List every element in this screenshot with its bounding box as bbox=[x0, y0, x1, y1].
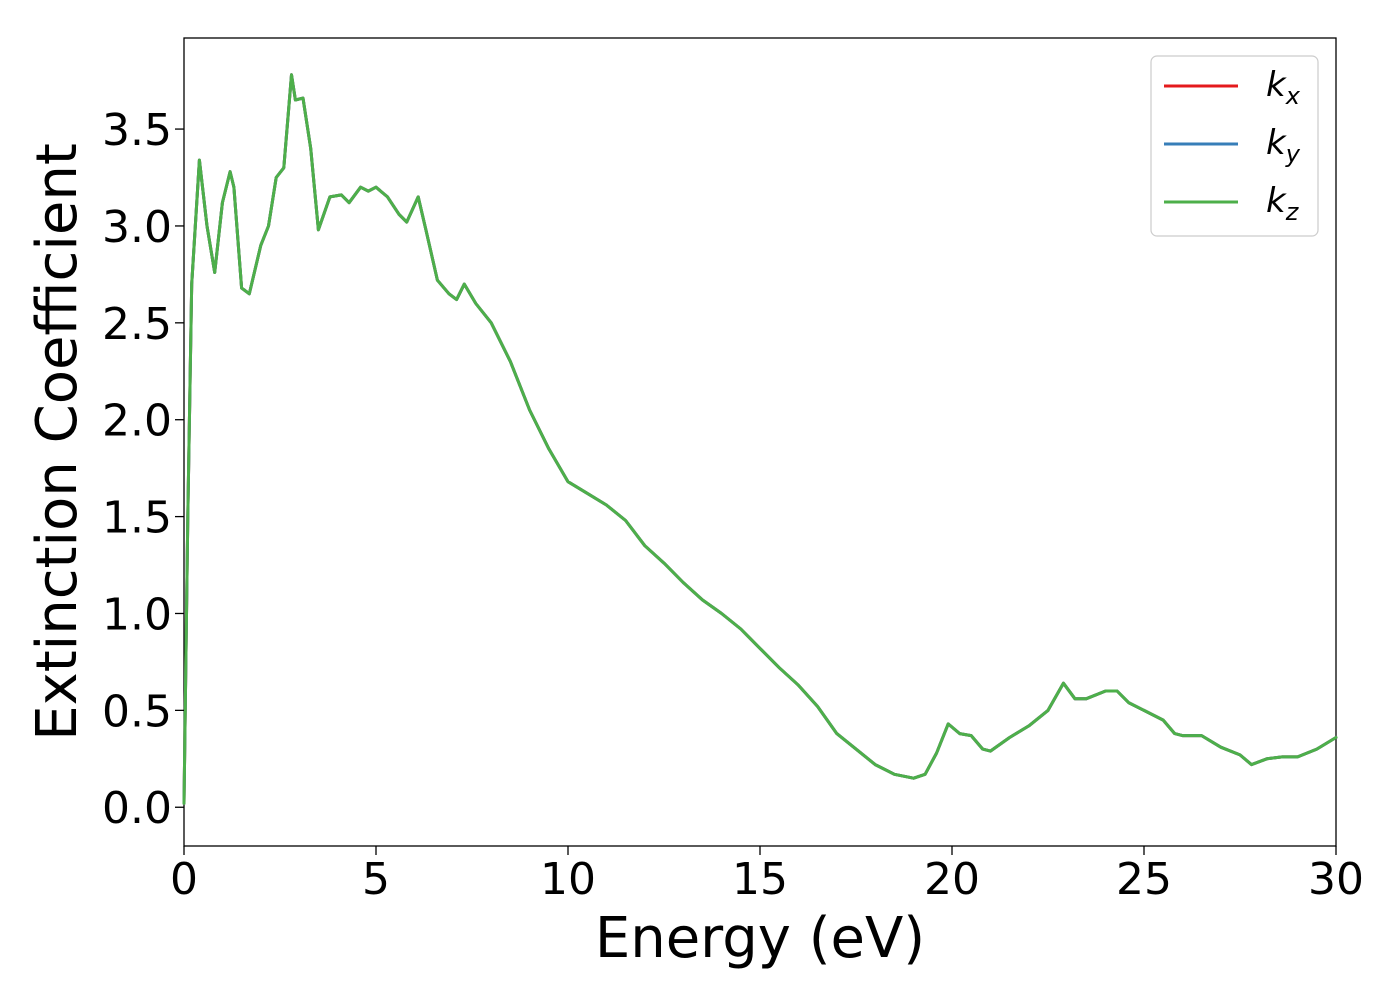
x-tick-label: 15 bbox=[732, 854, 788, 905]
legend-label-subscript: x bbox=[1285, 82, 1301, 110]
legend-label-main: k bbox=[1266, 123, 1287, 163]
y-axis-ticks: 0.0 0.5 1.0 1.5 2.0 2.5 3.0 3.5 bbox=[102, 105, 184, 834]
plot-area bbox=[182, 37, 1338, 847]
x-tick-label: 20 bbox=[924, 854, 980, 905]
legend-label-kx: kx bbox=[1266, 65, 1301, 110]
y-tick-label: 1.5 bbox=[102, 493, 172, 544]
legend-label-main: k bbox=[1266, 65, 1287, 105]
y-tick-label: 2.0 bbox=[102, 396, 172, 447]
y-tick-label: 2.5 bbox=[102, 299, 172, 350]
legend-label-kz: kz bbox=[1266, 181, 1300, 226]
y-tick-label: 3.0 bbox=[102, 202, 172, 253]
x-tick-label: 25 bbox=[1116, 854, 1172, 905]
legend-box bbox=[1150, 55, 1319, 237]
y-tick-label: 3.5 bbox=[102, 105, 172, 156]
x-tick-label: 10 bbox=[540, 854, 596, 905]
x-tick-label: 30 bbox=[1308, 854, 1364, 905]
series-lines bbox=[182, 73, 1338, 805]
legend-label-main: k bbox=[1266, 181, 1287, 221]
x-axis-label: Energy (eV) bbox=[595, 906, 925, 971]
y-tick-label: 0.0 bbox=[102, 783, 172, 834]
series-line-kz bbox=[182, 73, 1338, 805]
legend-label-subscript: y bbox=[1285, 140, 1301, 168]
legend-label-ky: ky bbox=[1266, 123, 1301, 168]
y-axis-label: Extinction Coefficient bbox=[25, 143, 90, 741]
legend-label-subscript: z bbox=[1285, 198, 1300, 226]
x-axis-ticks: 0 5 10 15 20 25 30 bbox=[170, 846, 1364, 905]
x-tick-label: 0 bbox=[170, 854, 198, 905]
y-tick-label: 0.5 bbox=[102, 686, 172, 737]
x-tick-label: 5 bbox=[362, 854, 390, 905]
y-tick-label: 1.0 bbox=[102, 589, 172, 640]
